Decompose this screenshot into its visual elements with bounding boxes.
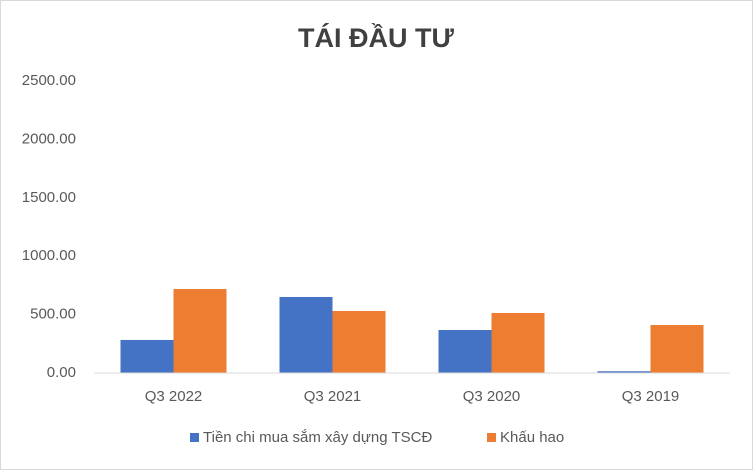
x-tick-label: Q3 2019	[622, 388, 680, 405]
chart-title: TÁI ĐẦU TƯ	[298, 22, 454, 53]
bar	[438, 330, 492, 373]
legend-label: Khấu hao	[500, 429, 564, 446]
bar	[120, 339, 174, 373]
bar	[173, 289, 227, 373]
y-tick-label: 1000.00	[22, 247, 76, 264]
bar	[279, 296, 333, 373]
x-tick-label: Q3 2020	[463, 388, 521, 405]
x-tick-label: Q3 2021	[304, 388, 362, 405]
legend-swatch	[190, 433, 199, 442]
legend-label: Tiền chi mua sắm xây dựng TSCĐ	[203, 429, 432, 446]
x-tick-label: Q3 2022	[145, 388, 203, 405]
bar	[332, 310, 386, 373]
y-tick-label: 500.00	[30, 306, 76, 323]
y-tick-label: 0.00	[47, 364, 76, 381]
y-tick-label: 2000.00	[22, 130, 76, 147]
y-tick-label: 2500.00	[22, 72, 76, 89]
bar	[650, 324, 704, 373]
bar	[491, 312, 545, 373]
y-tick-label: 1500.00	[22, 189, 76, 206]
bar	[597, 371, 651, 373]
legend-swatch	[487, 433, 496, 442]
